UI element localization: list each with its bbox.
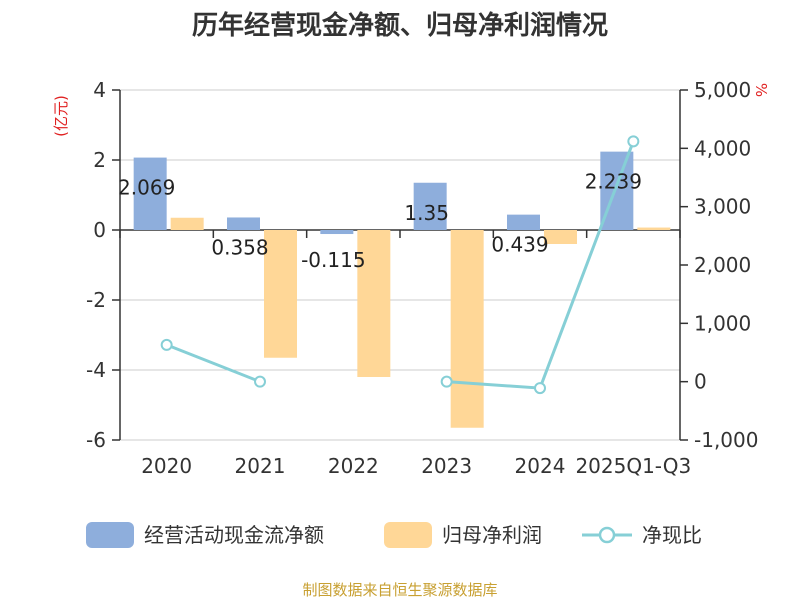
left-tick-label: -4 [86,358,106,382]
x-tick-label: 2020 [141,454,192,478]
right-tick-label: -1,000 [694,428,758,452]
left-tick-label: 4 [93,78,106,102]
bar-net-profit[interactable] [544,230,577,244]
gridlines [120,89,680,441]
bar-cashflow[interactable] [320,230,354,235]
legend-item-cashflow[interactable]: 经营活动现金流净额 [86,522,324,548]
ratio-point[interactable] [440,375,453,388]
right-tick-label: 3,000 [694,195,751,219]
ratio-line-segment [166,343,261,384]
x-tick-label: 2025Q1-Q3 [575,454,691,478]
bar-cashflow[interactable] [507,214,540,230]
legend-item-profit[interactable]: 归母净利润 [384,522,542,548]
bar-net-profit[interactable] [637,227,671,230]
right-tick-label: 1,000 [694,311,751,335]
right-axis-ticks: 5,000 4,000 3,000 2,000 1,000 0 -1,000 [680,78,758,452]
right-tick-label: 5,000 [694,78,751,102]
right-tick-label: 2,000 [694,253,751,277]
source-note: 制图数据来自恒生聚源数据库 [302,581,497,599]
bar-net-profit[interactable] [264,230,297,358]
net-cash-ratio-line [160,135,640,395]
left-tick-label: -2 [86,288,106,312]
legend-label-cashflow: 经营活动现金流净额 [144,523,324,547]
chart-title: 历年经营现金净额、归母净利润情况 [192,10,608,41]
bar-net-profit[interactable] [357,230,391,377]
left-tick-label: 0 [93,218,106,242]
data-label-cashflow: 0.358 [211,235,268,259]
cashflow-data-labels: 2.069 0.358 -0.115 1.35 0.439 2.239 [118,170,642,272]
bar-cashflow[interactable] [133,157,167,230]
legend-marker-ratio [598,526,616,544]
bar-net-profit[interactable] [170,217,204,230]
ratio-point[interactable] [534,382,546,395]
x-tick-label: 2022 [328,454,379,478]
left-axis-ticks: 4 2 0 -2 -4 -6 [86,78,120,452]
right-axis-unit: % [752,83,770,97]
legend-label-ratio: 净现比 [642,523,702,547]
legend-label-profit: 归母净利润 [442,523,542,547]
bar-cashflow[interactable] [227,217,260,230]
legend-swatch-cashflow [86,522,134,548]
net-profit-bars [170,217,671,428]
bar-net-profit[interactable] [450,230,484,428]
left-tick-label: -6 [86,428,106,452]
x-axis-ticks: 2020 2021 2022 2023 2024 2025Q1-Q3 [119,230,691,478]
operating-cashflow-bars [133,151,634,235]
right-tick-label: 4,000 [694,136,751,160]
data-label-cashflow: 1.35 [404,201,449,225]
bar-cashflow[interactable] [413,182,447,230]
legend-swatch-profit [384,522,432,548]
ratio-point[interactable] [160,338,173,351]
x-tick-label: 2024 [515,454,566,478]
ratio-point[interactable] [254,375,266,388]
x-tick-label: 2023 [421,454,472,478]
x-tick-label: 2021 [235,454,286,478]
axes [119,90,681,440]
left-tick-label: 2 [93,148,106,172]
legend-item-ratio[interactable]: 净现比 [582,523,702,547]
data-label-cashflow: -0.115 [301,248,365,272]
right-tick-label: 0 [694,370,707,394]
legend: 经营活动现金流净额 归母净利润 净现比 [86,522,702,548]
left-axis-unit: (亿元) [52,95,70,137]
data-label-cashflow: 2.239 [585,170,642,194]
data-label-cashflow: 2.069 [118,176,175,200]
ratio-point[interactable] [627,135,640,148]
data-label-cashflow: 0.439 [491,233,548,257]
